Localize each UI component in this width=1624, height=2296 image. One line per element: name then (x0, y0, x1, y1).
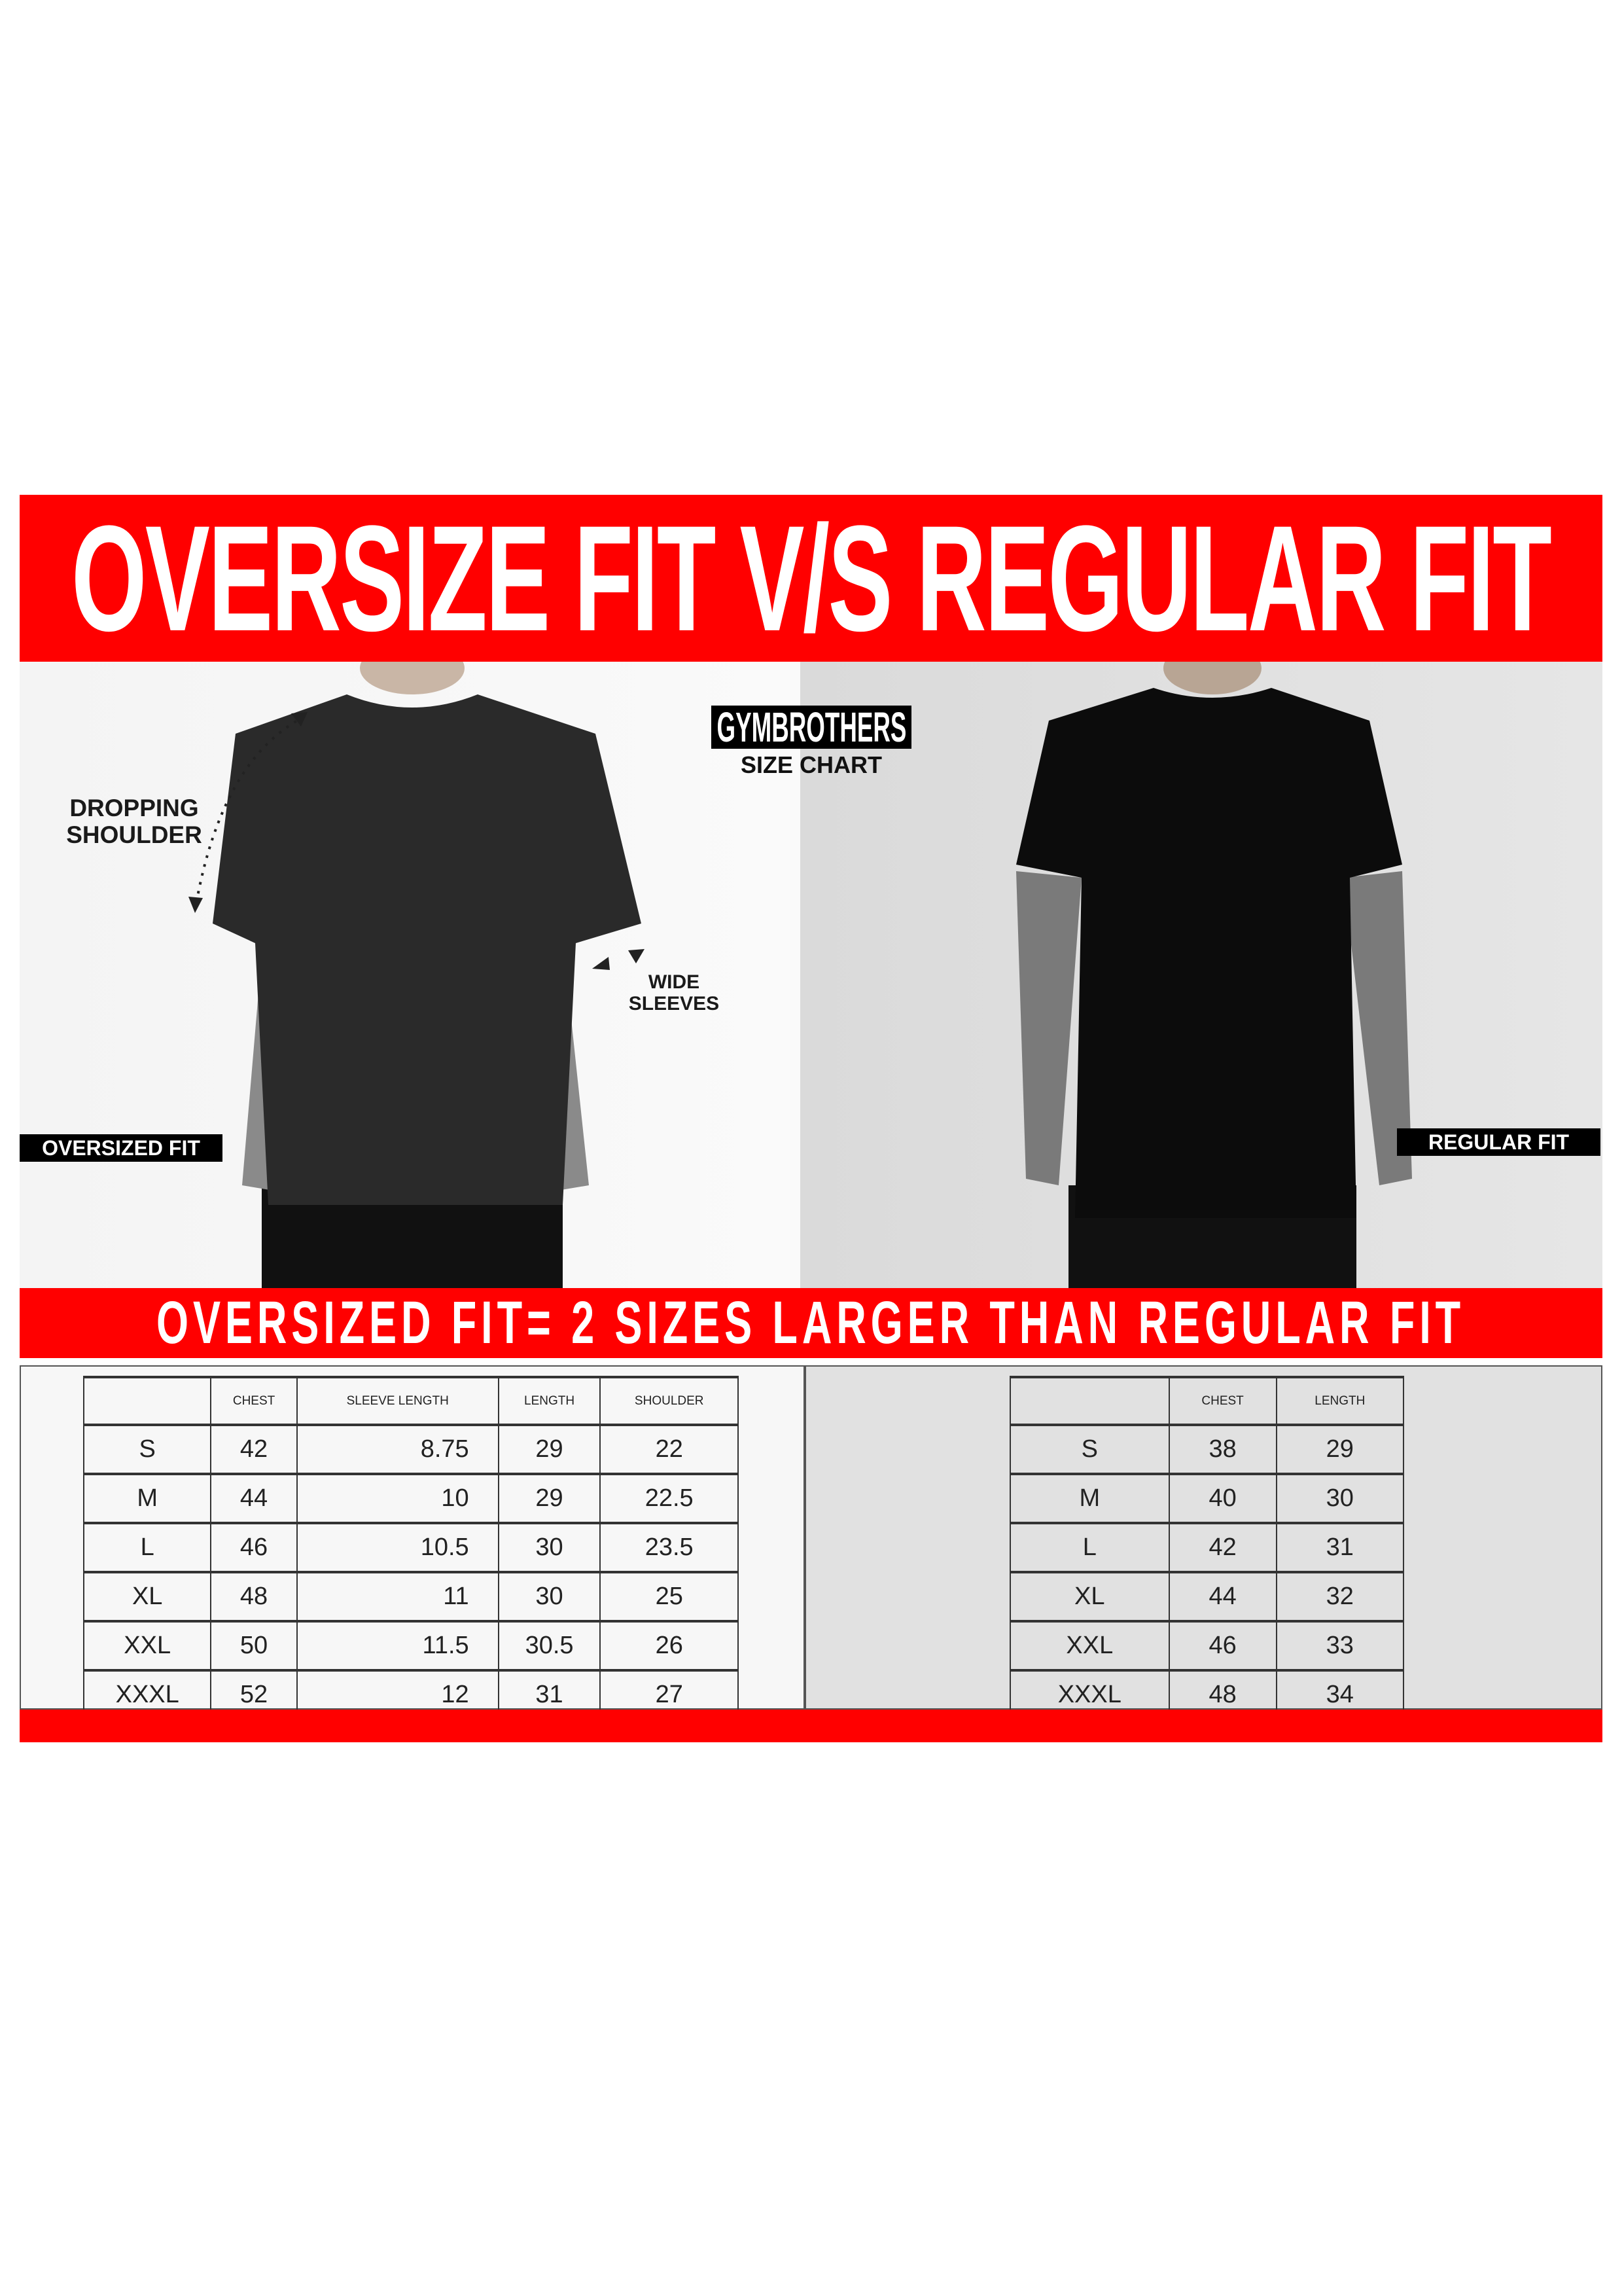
regular-size-table: CHEST LENGTH S 38 29 M 40 30 L 42 31 XL 44 32 XXL 46 33 X… (1010, 1376, 1405, 1719)
measurement-cell: 11.5 (296, 1621, 499, 1671)
column-header (1010, 1376, 1170, 1426)
column-header: CHEST (1168, 1376, 1277, 1426)
size-cell: M (82, 1473, 212, 1524)
table-row: L 46 10.5 30 23.5 (82, 1522, 739, 1573)
table-row: XXL 50 11.5 30.5 26 (82, 1621, 739, 1671)
dropping-shoulder-label: DROPPING SHOULDER (66, 795, 202, 848)
table-row: XL 44 32 (1010, 1571, 1405, 1622)
column-header: LENGTH (1275, 1376, 1405, 1426)
column-header: SLEEVE LENGTH (296, 1376, 499, 1426)
size-cell: L (82, 1522, 212, 1573)
wide-sleeves-arrow-icon (592, 949, 644, 970)
measurement-cell: 25 (599, 1571, 739, 1622)
bottom-bar (20, 1710, 1602, 1742)
wide-sleeves-label: WIDE SLEEVES (628, 971, 720, 1014)
measurement-cell: 33 (1275, 1621, 1405, 1671)
table-row: L 42 31 (1010, 1522, 1405, 1573)
size-cell: M (1010, 1473, 1170, 1524)
subtitle-banner: OVERSIZED FIT= 2 SIZES LARGER THAN REGUL… (20, 1288, 1602, 1358)
size-cell: S (1010, 1424, 1170, 1475)
size-cell: S (82, 1424, 212, 1475)
oversized-size-panel: CHEST SLEEVE LENGTH LENGTH SHOULDER S 42 8.75 2… (20, 1365, 805, 1719)
measurement-cell: 42 (210, 1424, 298, 1475)
measurement-cell: 30 (497, 1522, 601, 1573)
measurement-cell: 11 (296, 1571, 499, 1622)
column-header: CHEST (210, 1376, 298, 1426)
size-cell: L (1010, 1522, 1170, 1573)
measurement-cell: 48 (210, 1571, 298, 1622)
size-cell: XL (82, 1571, 212, 1622)
measurement-cell: 23.5 (599, 1522, 739, 1573)
brand-name: GYMBROTHERS (716, 706, 906, 749)
measurement-cell: 32 (1275, 1571, 1405, 1622)
header-row: CHEST SLEEVE LENGTH LENGTH SHOULDER (82, 1376, 739, 1426)
regular-size-panel: CHEST LENGTH S 38 29 M 40 30 L 42 31 XL 44 32 XXL 46 33 X… (805, 1365, 1602, 1719)
size-cell: XXL (1010, 1621, 1170, 1671)
measurement-cell: 29 (497, 1473, 601, 1524)
measurement-cell: 10.5 (296, 1522, 499, 1573)
measurement-cell: 30 (1275, 1473, 1405, 1524)
measurement-cell: 31 (1275, 1522, 1405, 1573)
table-row: S 38 29 (1010, 1424, 1405, 1475)
subtitle: OVERSIZED FIT= 2 SIZES LARGER THAN REGUL… (156, 1289, 1466, 1356)
column-header: LENGTH (497, 1376, 601, 1426)
size-cell: XXL (82, 1621, 212, 1671)
table-row: XL 48 11 30 25 (82, 1571, 739, 1622)
title-banner: OVERSIZE FIT V/S REGULAR FIT (20, 495, 1602, 662)
measurement-cell: 44 (210, 1473, 298, 1524)
measurement-cell: 22 (599, 1424, 739, 1475)
measurement-cell: 8.75 (296, 1424, 499, 1475)
dropping-shoulder-arrow-icon (188, 712, 308, 913)
measurement-cell: 46 (210, 1522, 298, 1573)
measurement-cell: 50 (210, 1621, 298, 1671)
measurement-cell: 42 (1168, 1522, 1277, 1573)
measurement-cell: 44 (1168, 1571, 1277, 1622)
page-title: OVERSIZE FIT V/S REGULAR FIT (71, 495, 1552, 662)
regular-fit-photo (800, 662, 1602, 1288)
regular-fit-label: REGULAR FIT (1397, 1128, 1600, 1156)
measurement-cell: 40 (1168, 1473, 1277, 1524)
size-chart-label: SIZE CHART (741, 751, 882, 778)
measurement-cell: 26 (599, 1621, 739, 1671)
measurement-cell: 10 (296, 1473, 499, 1524)
header-row: CHEST LENGTH (1010, 1376, 1405, 1426)
oversized-fit-label: OVERSIZED FIT (20, 1134, 222, 1162)
oversized-size-table: CHEST SLEEVE LENGTH LENGTH SHOULDER S 42 8.75 2… (82, 1376, 739, 1719)
column-header (82, 1376, 212, 1426)
table-row: XXL 46 33 (1010, 1621, 1405, 1671)
measurement-cell: 29 (497, 1424, 601, 1475)
measurement-cell: 30 (497, 1571, 601, 1622)
size-cell: XL (1010, 1571, 1170, 1622)
measurement-cell: 29 (1275, 1424, 1405, 1475)
measurement-cell: 46 (1168, 1621, 1277, 1671)
measurement-cell: 22.5 (599, 1473, 739, 1524)
oversized-fit-photo (20, 662, 800, 1288)
column-header: SHOULDER (599, 1376, 739, 1426)
table-row: M 44 10 29 22.5 (82, 1473, 739, 1524)
measurement-cell: 38 (1168, 1424, 1277, 1475)
table-row: M 40 30 (1010, 1473, 1405, 1524)
regular-tshirt-image (1016, 662, 1412, 1288)
measurement-cell: 30.5 (497, 1621, 601, 1671)
table-row: S 42 8.75 29 22 (82, 1424, 739, 1475)
brand-logo: GYMBROTHERS (711, 706, 911, 749)
oversized-tshirt-image (213, 662, 641, 1288)
